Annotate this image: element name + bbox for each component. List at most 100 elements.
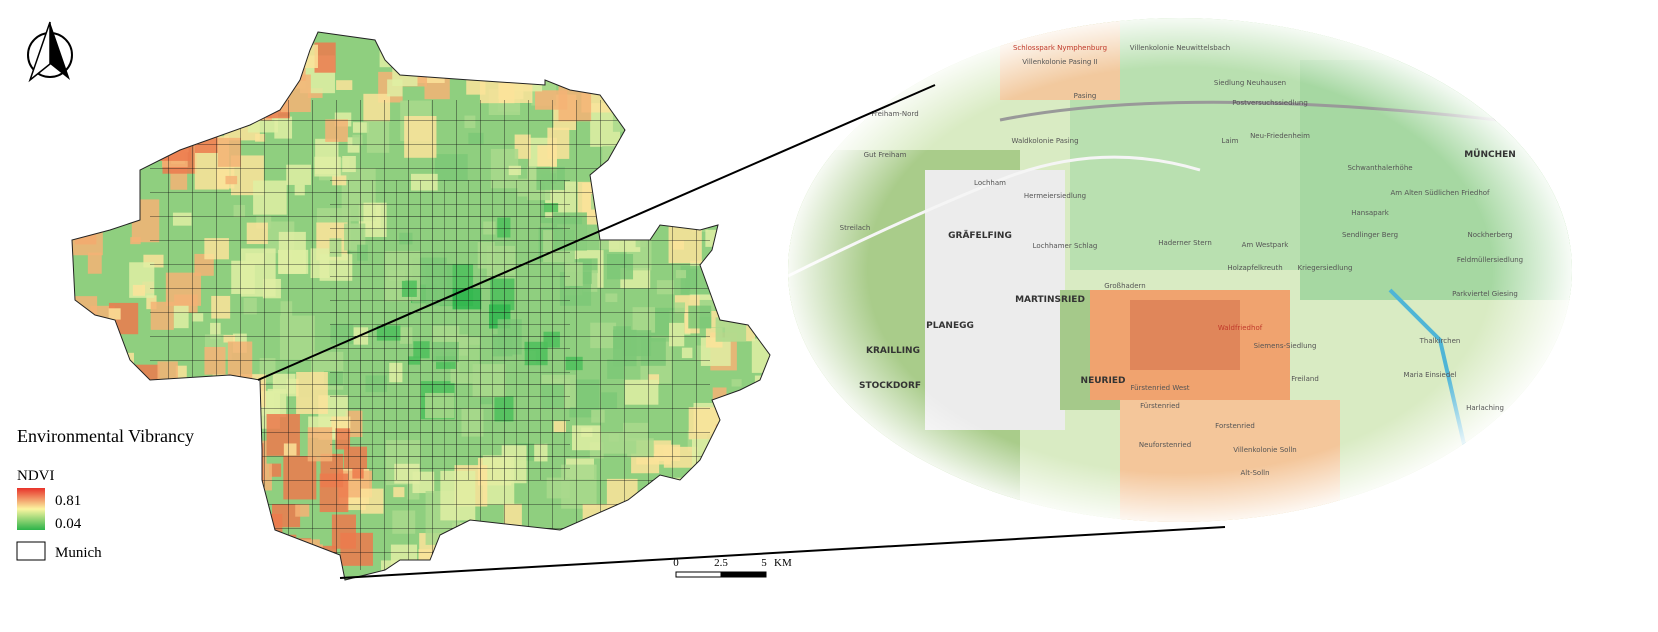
place-label: Sendlinger Berg <box>1342 231 1398 239</box>
raster-cell <box>496 584 511 593</box>
raster-cell <box>135 555 152 570</box>
place-label: Siemens-Siedlung <box>1254 342 1317 350</box>
place-label: STOCKDORF <box>859 381 921 391</box>
raster-cell <box>74 450 96 469</box>
raster-cell <box>730 79 743 89</box>
raster-cell <box>466 72 486 95</box>
raster-cell <box>679 182 704 211</box>
place-label: Gut Freiham <box>864 151 907 159</box>
raster-cell <box>426 578 449 580</box>
place-label: Lochham <box>974 179 1006 187</box>
raster-cell <box>270 534 297 572</box>
raster-cell <box>238 430 259 461</box>
raster-cell <box>185 32 198 43</box>
raster-cell <box>458 43 478 60</box>
raster-cell <box>680 487 712 520</box>
raster-cell <box>612 567 635 580</box>
place-label: Neuforstenried <box>1139 441 1191 449</box>
raster-cell <box>628 190 639 203</box>
raster-cell <box>212 374 231 393</box>
raster-cell <box>91 46 109 70</box>
raster-cell <box>448 59 463 75</box>
raster-cell <box>758 176 770 204</box>
raster-cell <box>93 337 120 369</box>
raster-cell <box>192 512 221 551</box>
place-label: Siedlung Neuhausen <box>1214 79 1286 87</box>
place-label: KRAILLING <box>866 346 920 356</box>
raster-cell <box>135 104 166 148</box>
raster-cell <box>528 34 543 48</box>
raster-cell <box>625 38 646 68</box>
raster-cell <box>445 570 464 580</box>
raster-cell <box>171 569 204 580</box>
raster-cell <box>145 99 172 124</box>
raster-cell <box>200 554 222 579</box>
raster-cell <box>84 328 117 352</box>
place-label: Waldfriedhof <box>1218 324 1263 332</box>
scale-bar: 0 2.5 5 KM <box>673 557 792 578</box>
raster-cell <box>119 153 144 168</box>
place-label: Großhadern <box>1104 282 1146 290</box>
raster-cell <box>201 520 221 544</box>
raster-cell <box>130 108 165 155</box>
raster-cell <box>128 67 146 80</box>
raster-cell <box>91 385 118 415</box>
raster-cell <box>90 180 119 224</box>
raster-cell <box>268 32 298 57</box>
raster-cell <box>230 490 242 499</box>
raster-cell <box>565 37 579 50</box>
raster-cell <box>177 112 189 121</box>
raster-cell <box>384 579 413 580</box>
place-label: Hermeiersiedlung <box>1024 192 1086 200</box>
raster-cell <box>72 296 98 316</box>
raster-cell <box>733 212 759 245</box>
raster-cell <box>167 120 189 153</box>
raster-cell <box>197 58 212 69</box>
raster-cell <box>754 375 770 401</box>
raster-cell <box>319 578 340 580</box>
raster-cell <box>314 42 336 73</box>
place-label: Holzapfelkreuth <box>1227 264 1282 272</box>
raster-cell <box>157 38 168 50</box>
place-label: Villenkolonie Solln <box>1233 446 1297 454</box>
raster-cell <box>131 97 148 108</box>
raster-cell <box>493 523 513 543</box>
raster-cell <box>567 543 580 558</box>
raster-cell <box>657 46 682 78</box>
raster-cell <box>631 562 656 580</box>
raster-cell <box>78 482 101 515</box>
raster-cell <box>177 447 193 467</box>
raster-cell <box>316 559 329 576</box>
raster-cell <box>87 252 102 274</box>
raster-cell <box>490 45 505 58</box>
raster-cell <box>764 490 770 524</box>
legend-ramp <box>17 488 45 530</box>
raster-cell <box>128 62 164 90</box>
scale-label: 5 <box>761 557 767 569</box>
raster-cell <box>260 563 275 579</box>
raster-cell <box>731 379 742 387</box>
raster-cell <box>520 551 547 580</box>
raster-cell <box>213 456 237 482</box>
raster-cell <box>543 545 574 565</box>
legend-high: 0.81 <box>55 493 81 509</box>
raster-cell <box>259 575 295 580</box>
place-label: Neu-Friedenheim <box>1250 132 1310 140</box>
raster-cell <box>300 44 318 68</box>
raster-cell <box>123 402 142 423</box>
raster-cell <box>657 481 694 522</box>
zoom-map <box>788 18 1572 522</box>
raster-cell <box>110 34 144 58</box>
raster-cell <box>97 136 109 148</box>
raster-cell <box>83 122 118 164</box>
place-label: Streilach <box>840 224 871 232</box>
raster-cell <box>181 113 198 125</box>
raster-cell <box>717 279 739 295</box>
place-label: Laim <box>1222 137 1239 145</box>
raster-cell <box>638 61 652 78</box>
raster-cell <box>761 444 770 462</box>
grid-cells <box>150 100 710 570</box>
raster-cell <box>669 190 703 223</box>
scale-label: 0 <box>673 557 679 569</box>
raster-cell <box>598 576 629 580</box>
